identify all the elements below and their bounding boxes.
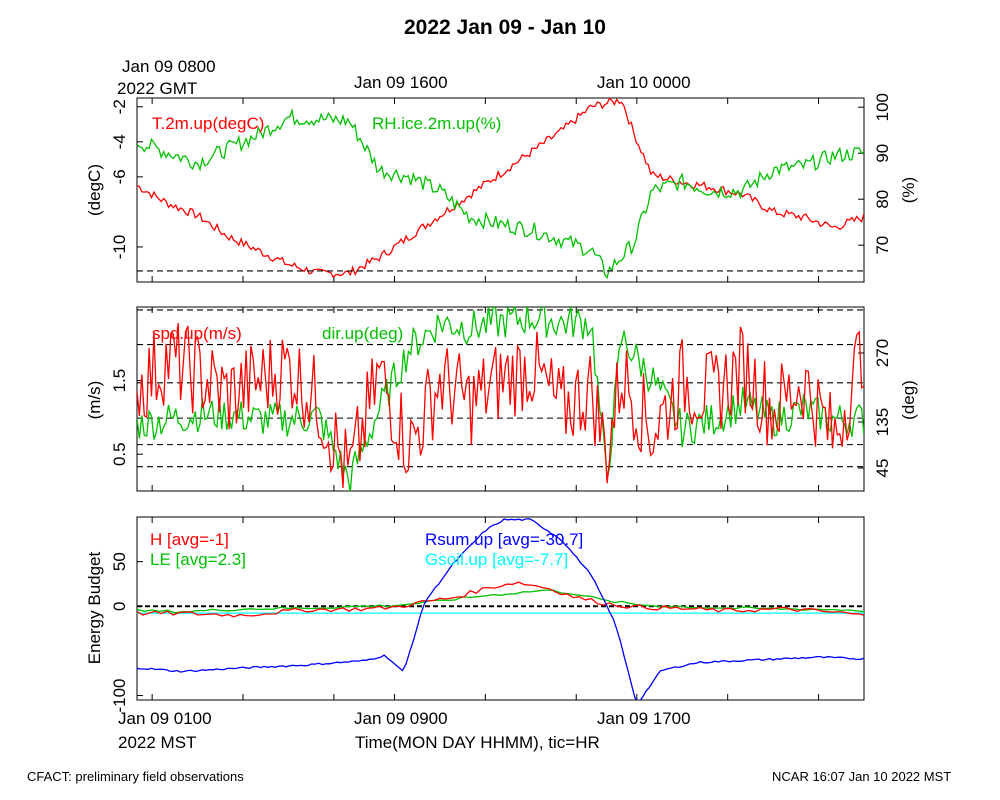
- footer-left: CFACT: preliminary field observations: [27, 769, 244, 784]
- p2-series-speed: [137, 322, 864, 489]
- bottom-axis-label-0900: Jan 09 0900: [354, 709, 448, 728]
- p3-legend-rsum: Rsum.up [avg=-30.7]: [425, 530, 583, 549]
- top-axis-first-label-line2: 2022 GMT: [117, 79, 198, 98]
- p1-left-tick-label-3: -10: [110, 235, 129, 260]
- page-title: 2022 Jan 09 - Jan 10: [404, 16, 606, 39]
- p1-left-tick-label-2: -6: [110, 169, 129, 184]
- panel-frame-3: [136, 516, 865, 701]
- p1-right-axis-label: (%): [899, 177, 918, 203]
- top-axis-label-1600: Jan 09 1600: [354, 73, 448, 92]
- panel-frame-2: [136, 306, 865, 492]
- p3-left-tick-label-0: 50: [110, 552, 129, 571]
- p3-series-h: [137, 581, 864, 618]
- p2-right-tick-label-2: 270: [873, 339, 892, 367]
- p1-legend-rh-ice: RH.ice.2m.up(%): [372, 114, 501, 133]
- footer-right: NCAR 16:07 Jan 10 2022 MST: [772, 769, 952, 784]
- p1-series-rh-ice: [137, 108, 864, 280]
- p2-legend-speed: spd.up(m/s): [152, 324, 242, 343]
- p2-legend-direction: dir.up(deg): [322, 324, 403, 343]
- p1-legend-temperature: T.2m.up(degC): [152, 114, 264, 133]
- bottom-axis-label-0100: Jan 09 0100: [118, 709, 212, 728]
- p2-left-axis-label: (m/s): [85, 381, 104, 420]
- p2-series-direction: [137, 307, 864, 491]
- p1-right-tick-label-1: 90: [873, 144, 892, 163]
- p3-legend-le: LE [avg=2.3]: [150, 550, 246, 569]
- p3-series-le: [137, 589, 864, 614]
- top-axis-first-label-line1: Jan 09 0800: [122, 57, 216, 76]
- p2-right-tick-label-1: 135: [873, 408, 892, 436]
- p2-right-axis-label: (deg): [899, 380, 918, 420]
- p3-legend-gsoil: Gsoil.up [avg=-7.7]: [425, 550, 568, 569]
- p3-left-tick-label-2: -100: [110, 679, 129, 713]
- p2-left-tick-label-1: 1.5: [110, 369, 129, 393]
- p1-left-tick-label-1: -4: [110, 134, 129, 149]
- p2-right-tick-label-0: 45: [873, 459, 892, 478]
- x-axis-title: Time(MON DAY HHMM), tic=HR: [355, 733, 600, 752]
- p1-right-tick-label-3: 70: [873, 236, 892, 255]
- top-axis-label-0000: Jan 10 0000: [597, 73, 691, 92]
- bottom-axis-tz-label: 2022 MST: [118, 733, 197, 752]
- p2-left-tick-label-0: 0.5: [110, 442, 129, 466]
- p1-left-axis-label: (degC): [85, 164, 104, 216]
- p1-right-tick-label-2: 80: [873, 190, 892, 209]
- p3-series-rsum: [137, 518, 864, 700]
- panel-frame-1: [136, 97, 865, 283]
- p3-legend-h: H [avg=-1]: [150, 530, 229, 549]
- p3-left-axis-label: Energy Budget: [85, 551, 104, 664]
- p3-left-tick-label-1: 0: [110, 602, 129, 611]
- p1-series-temperature: [137, 98, 864, 279]
- p1-left-tick-label-0: -2: [110, 99, 129, 114]
- bottom-axis-label-1700: Jan 09 1700: [597, 709, 691, 728]
- p1-right-tick-label-0: 100: [873, 93, 892, 121]
